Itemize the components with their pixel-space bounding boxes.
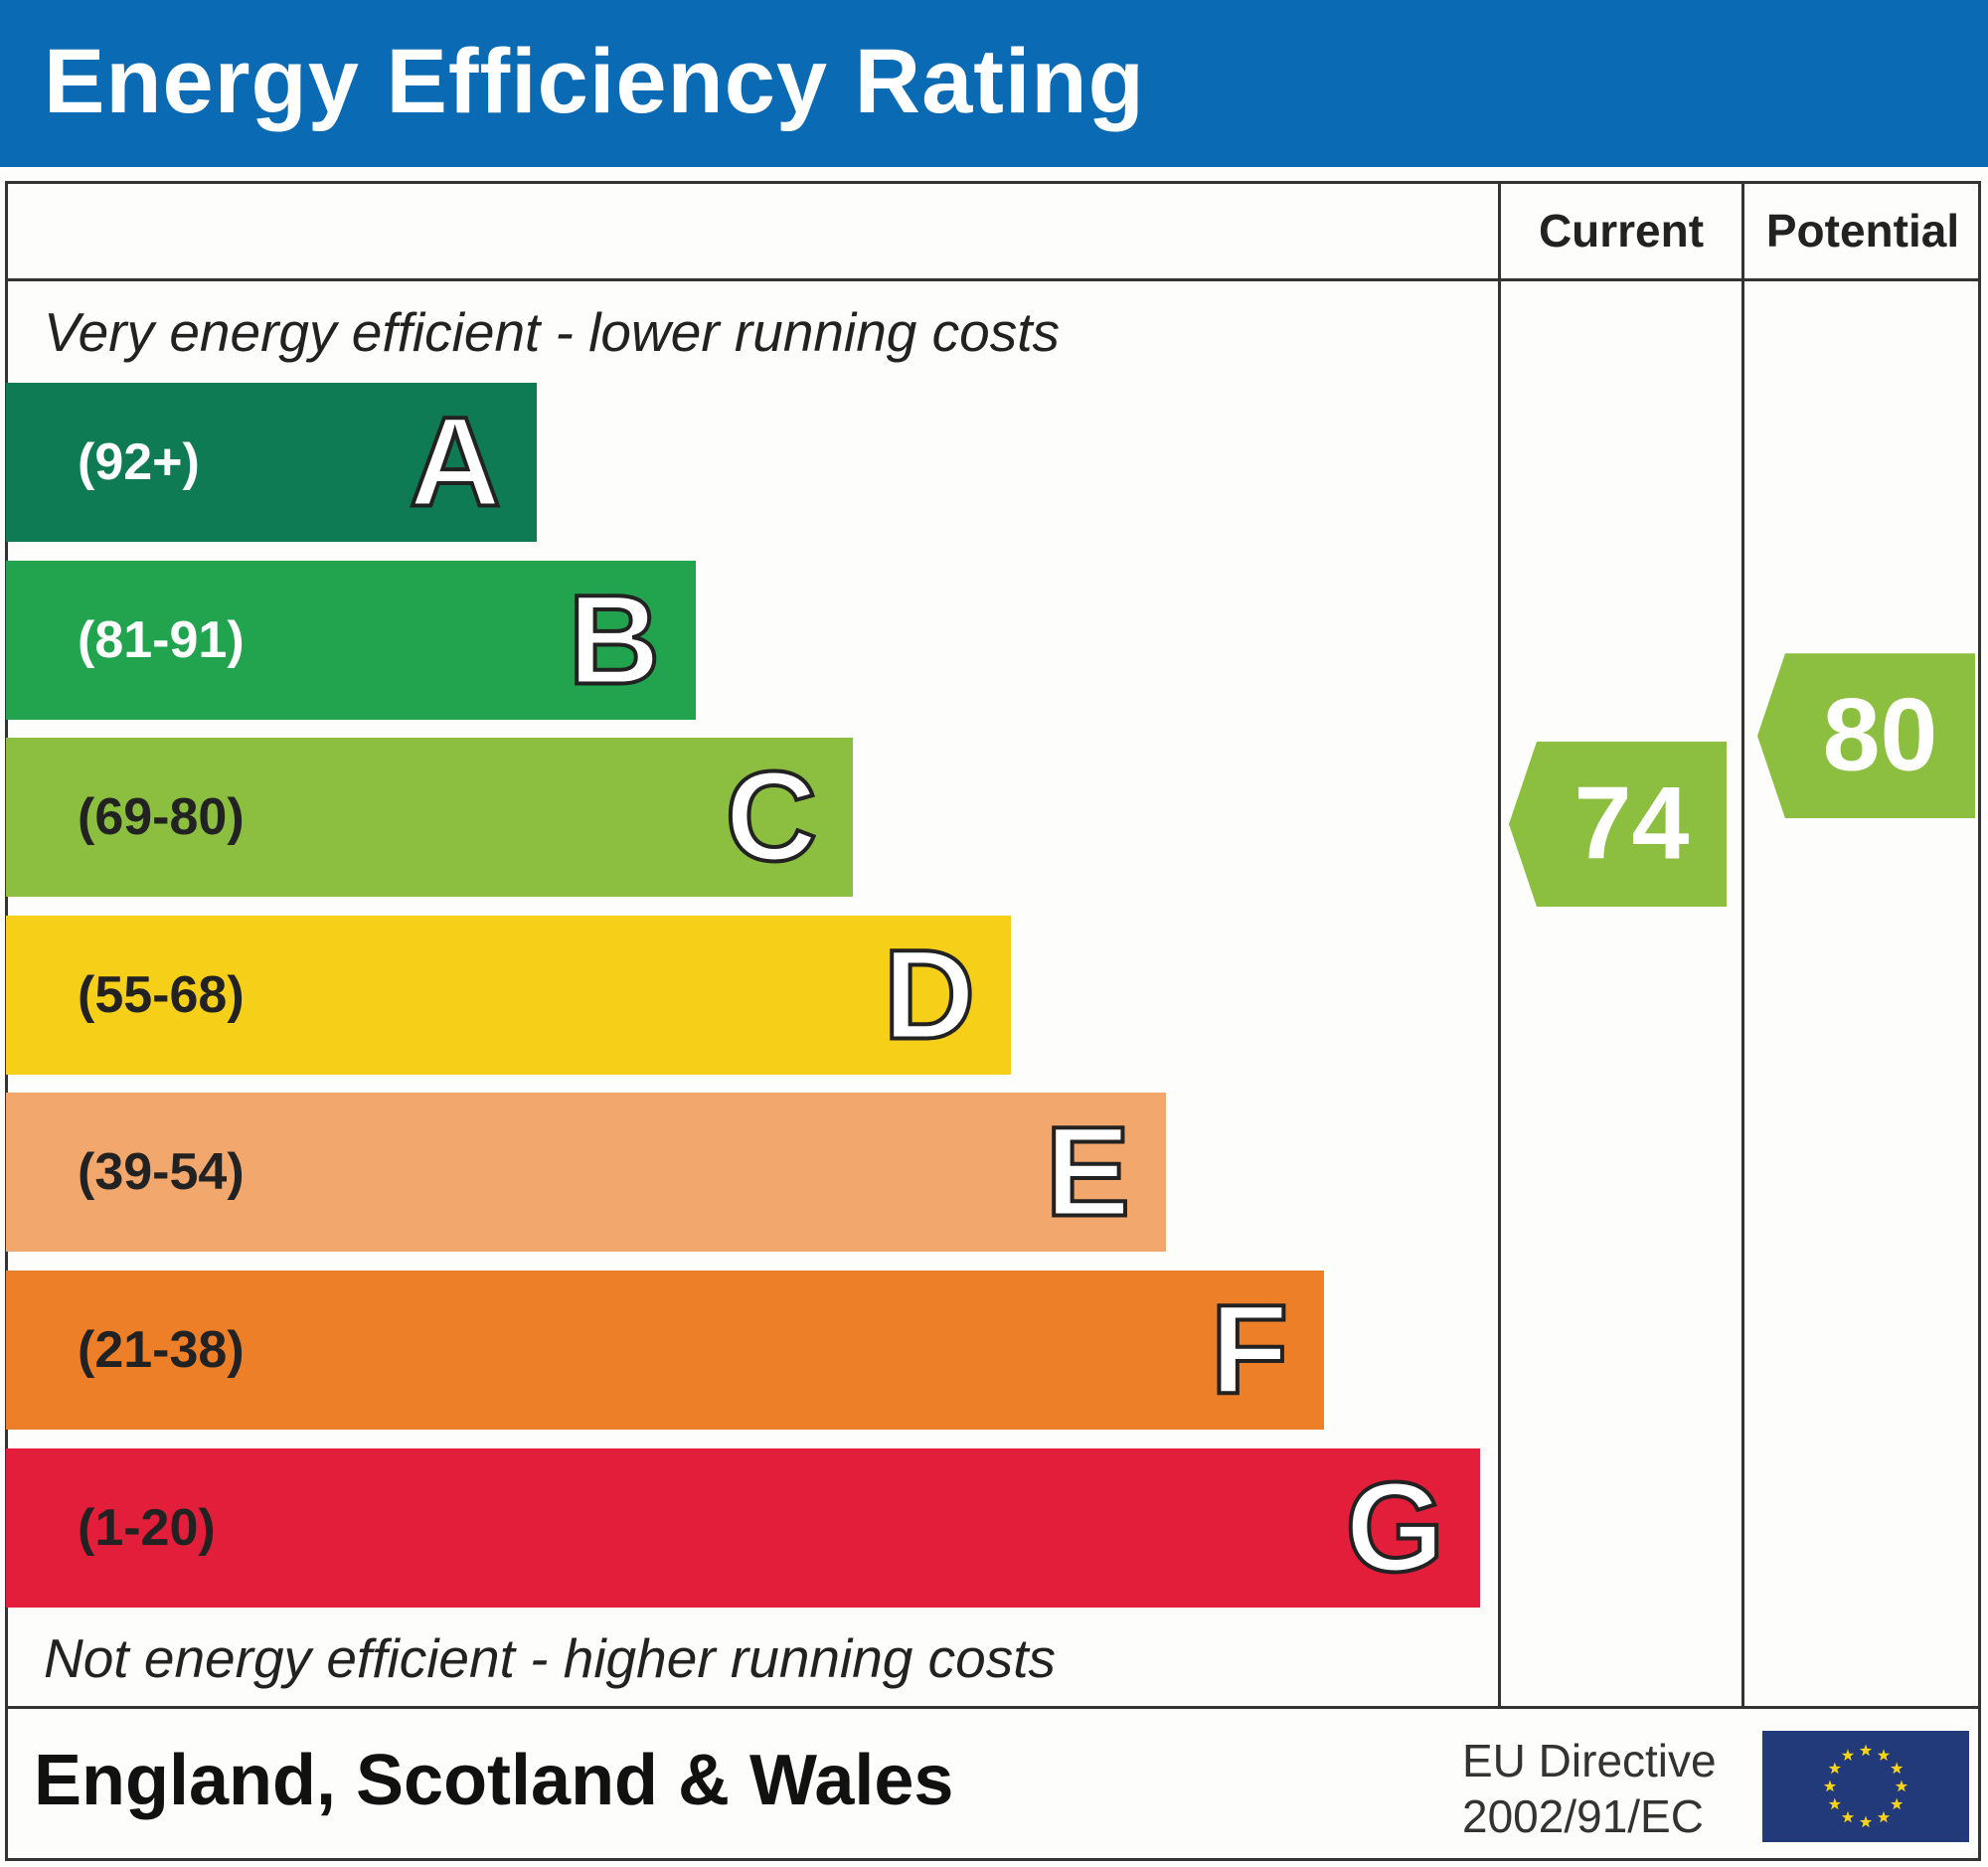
- eu-directive-label: EU Directive: [1462, 1735, 1717, 1786]
- band-letter: A: [408, 390, 503, 536]
- band-letter: C: [724, 745, 819, 891]
- star-icon: [1828, 1797, 1841, 1810]
- potential-column-header: Potential: [1765, 205, 1960, 256]
- band-bar-a: (92+) A: [6, 383, 537, 542]
- star-icon: [1859, 1815, 1873, 1828]
- star-icon: [1891, 1762, 1904, 1775]
- star-icon: [1877, 1749, 1891, 1762]
- band-bar-f: (21-38) F: [6, 1271, 1324, 1430]
- band-bar-g: (1-20) G: [6, 1448, 1480, 1608]
- star-icon: [1841, 1749, 1855, 1762]
- band-range-label: (1-20): [78, 1499, 216, 1557]
- region-label: England, Scotland & Wales: [34, 1741, 954, 1820]
- potential-rating-value: 80: [1822, 677, 1938, 793]
- band-range-label: (39-54): [78, 1143, 245, 1201]
- star-icon: [1828, 1762, 1841, 1775]
- star-icon: [1895, 1780, 1908, 1792]
- divider: [5, 1706, 1981, 1709]
- band-bar-d: (55-68) D: [6, 916, 1011, 1075]
- band-bar-c: (69-80) C: [6, 738, 853, 897]
- star-icon: [1891, 1797, 1904, 1810]
- header-bar: Energy Efficiency Rating: [0, 0, 1988, 167]
- page-title: Energy Efficiency Rating: [44, 31, 1145, 132]
- current-column-header: Current: [1538, 205, 1705, 256]
- band-range-label: (92+): [78, 433, 200, 491]
- band-bar-b: (81-91) B: [6, 561, 696, 720]
- band-range-label: (69-80): [78, 788, 245, 846]
- star-icon: [1859, 1744, 1873, 1757]
- eu-flag-icon: [1762, 1731, 1969, 1842]
- eu-directive-number: 2002/91/EC: [1462, 1790, 1704, 1842]
- band-letter: F: [1209, 1277, 1290, 1424]
- band-range-label: (21-38): [78, 1321, 245, 1379]
- potential-rating-arrow: 80: [1757, 653, 1975, 819]
- band-letter: E: [1044, 1100, 1132, 1246]
- bottom-note: Not energy efficient - higher running co…: [44, 1627, 1057, 1689]
- current-rating-arrow: 74: [1509, 742, 1727, 907]
- band-range-label: (81-91): [78, 611, 245, 669]
- band-range-label: (55-68): [78, 966, 245, 1024]
- band-letter: G: [1343, 1455, 1446, 1602]
- band-letter: B: [567, 568, 662, 714]
- star-icon: [1823, 1780, 1837, 1792]
- current-rating-value: 74: [1574, 765, 1690, 882]
- divider: [5, 278, 1981, 281]
- star-icon: [1841, 1810, 1855, 1823]
- divider: [1741, 181, 1744, 1709]
- star-icon: [1877, 1810, 1891, 1823]
- band-letter: D: [882, 923, 977, 1069]
- band-bar-e: (39-54) E: [6, 1093, 1166, 1252]
- divider: [1498, 181, 1501, 1709]
- top-note: Very energy efficient - lower running co…: [44, 301, 1061, 363]
